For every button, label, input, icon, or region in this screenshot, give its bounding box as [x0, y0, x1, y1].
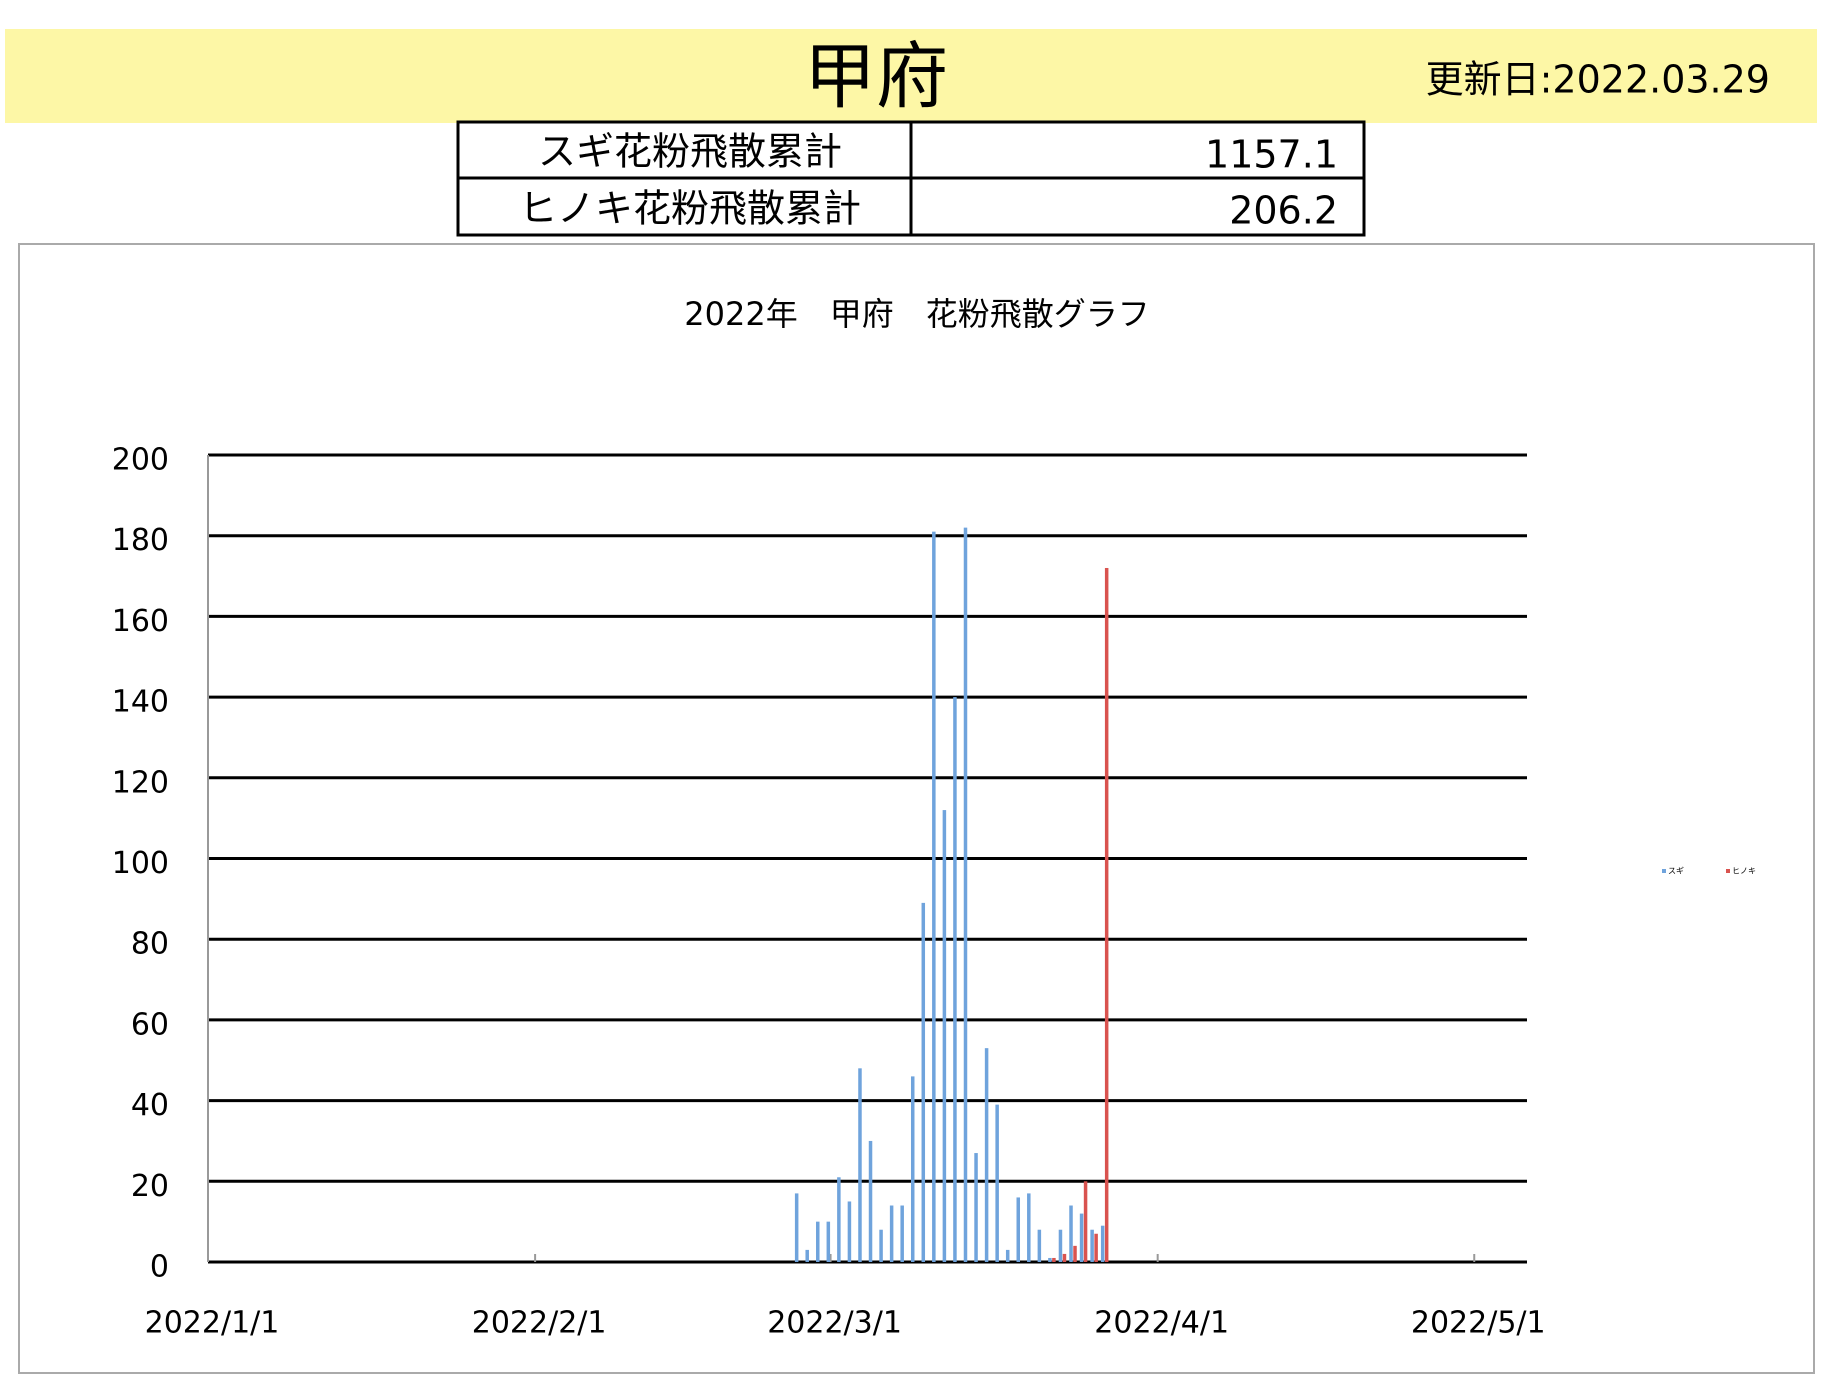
bar — [995, 1104, 999, 1262]
legend-label: ヒノキ — [1732, 867, 1756, 876]
legend-label: スギ — [1668, 867, 1684, 876]
y-tick-label: 180 — [112, 523, 169, 558]
x-tick-label: 2022/4/1 — [1094, 1306, 1229, 1341]
x-tick-label: 2022/3/1 — [767, 1306, 902, 1341]
plot: 0 20 40 60 80 100 120 140 160 180 200 2022/1/1 2022/… — [112, 443, 1756, 1341]
y-tick-label: 160 — [112, 604, 169, 639]
bar — [942, 810, 947, 1262]
bar — [1005, 1249, 1010, 1262]
chart-title: 2022年 甲府 花粉飛散グラフ — [684, 295, 1149, 333]
bar — [921, 902, 926, 1262]
bar — [794, 1193, 799, 1262]
table-cell: 206.2 — [1229, 189, 1338, 233]
y-tick-label: 60 — [131, 1007, 169, 1042]
bar — [1062, 1253, 1067, 1262]
bar — [1073, 1245, 1077, 1262]
bar — [1058, 1229, 1063, 1262]
y-tick-label: 80 — [131, 927, 169, 962]
bar — [984, 1048, 989, 1262]
bar — [1090, 1229, 1094, 1262]
y-tick-label: 140 — [112, 685, 169, 720]
bar — [1052, 1257, 1056, 1262]
legend-swatch — [1662, 869, 1666, 873]
bar — [868, 1140, 873, 1262]
totals-table: スギ花粉飛散累計 1157.1 ヒノキ花粉飛散累計 206.2 — [456, 120, 1366, 237]
bar — [1069, 1205, 1073, 1262]
bar — [900, 1205, 904, 1262]
bar — [1083, 1181, 1088, 1262]
bar — [879, 1229, 883, 1262]
table-cell: ヒノキ花粉飛散累計 — [519, 187, 861, 231]
bar — [889, 1205, 894, 1262]
table-cell: スギ花粉飛散累計 — [538, 130, 842, 174]
bar — [932, 531, 936, 1262]
chart-frame — [18, 243, 1815, 1374]
y-tick-label: 120 — [112, 765, 169, 800]
y-tick-label: 200 — [112, 443, 169, 478]
bar — [953, 697, 957, 1262]
bar — [858, 1068, 862, 1262]
y-tick-label: 20 — [131, 1169, 169, 1204]
bar — [816, 1221, 820, 1262]
bar — [974, 1153, 978, 1262]
table-cell: 1157.1 — [1205, 133, 1338, 177]
bar — [826, 1221, 831, 1262]
bar — [1094, 1233, 1098, 1262]
x-tick-label: 2022/1/1 — [145, 1306, 280, 1341]
bar — [1048, 1257, 1052, 1262]
bar — [1016, 1197, 1021, 1262]
bar — [847, 1201, 852, 1262]
bar — [1079, 1213, 1084, 1262]
header-band — [5, 29, 1817, 123]
update-date: 更新日:2022.03.29 — [1426, 58, 1770, 102]
x-tick-label: 2022/2/1 — [472, 1306, 607, 1341]
page-title: 甲府 — [804, 35, 948, 119]
legend-swatch — [1726, 869, 1730, 873]
y-tick-label: 100 — [112, 846, 169, 881]
bar — [1104, 567, 1109, 1262]
bar — [805, 1249, 809, 1262]
bar — [1100, 1225, 1105, 1262]
x-tick-label: 2022/5/1 — [1411, 1306, 1546, 1341]
bar — [837, 1177, 841, 1262]
bar — [1027, 1193, 1031, 1262]
bar — [910, 1076, 915, 1262]
bar — [963, 527, 968, 1262]
y-tick-label: 40 — [131, 1088, 169, 1123]
bar — [1037, 1229, 1042, 1262]
y-tick-label: 0 — [150, 1250, 169, 1285]
